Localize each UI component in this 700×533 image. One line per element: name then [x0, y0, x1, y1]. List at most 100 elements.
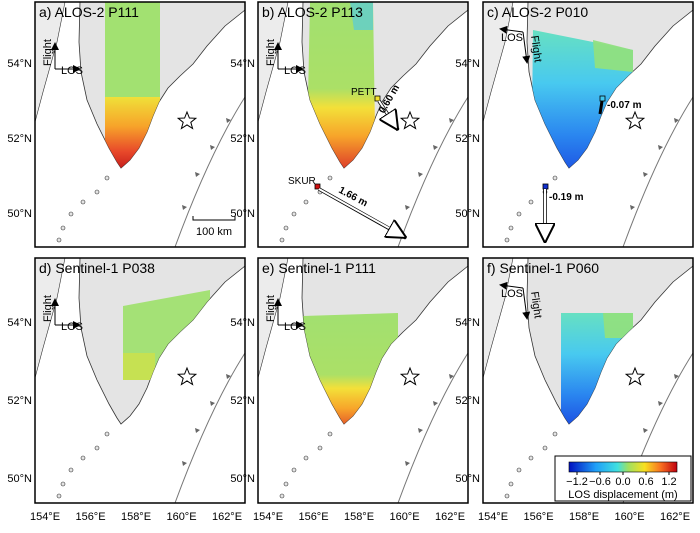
- lon-label: 162°E: [435, 511, 465, 523]
- panel-frame: [257, 257, 469, 504]
- epicenter-star: [399, 366, 421, 386]
- trench-tooth: [433, 145, 438, 150]
- island: [508, 225, 514, 231]
- trench-tooth: [630, 205, 635, 210]
- trench-tooth: [674, 374, 679, 379]
- colorbar-tick-label: −0.6: [589, 476, 611, 488]
- trench-tooth: [210, 145, 215, 150]
- trench-tooth: [433, 401, 438, 406]
- geometry-indicator: Flight LOS: [265, 295, 306, 333]
- los-label: LOS: [284, 65, 306, 77]
- island: [68, 467, 74, 473]
- lat-label: 52°N: [230, 395, 255, 407]
- colorbar-tick-label: −1.2: [566, 476, 588, 488]
- lat-label: 50°N: [230, 473, 255, 485]
- trench-tooth: [405, 461, 410, 466]
- island: [283, 481, 289, 487]
- lat-label: 50°N: [230, 208, 255, 220]
- trench-tooth: [210, 401, 215, 406]
- trench-tooth: [449, 374, 454, 379]
- lat-label: 50°N: [7, 208, 32, 220]
- swath-fill: [105, 2, 160, 97]
- lat-label: 52°N: [230, 133, 255, 145]
- panel-frame: [257, 1, 469, 248]
- trench-tooth: [658, 145, 663, 150]
- lon-label: 160°E: [166, 511, 196, 523]
- station-label: PETT: [351, 87, 377, 98]
- island: [279, 493, 285, 499]
- island: [303, 199, 309, 205]
- island: [56, 493, 62, 499]
- panel-title: d) Sentinel-1 P038: [39, 260, 155, 276]
- map-content: [35, 2, 245, 247]
- lon-label: 160°E: [614, 511, 644, 523]
- lon-label: 156°E: [523, 511, 553, 523]
- island: [80, 199, 86, 205]
- lat-label: 50°N: [455, 208, 480, 220]
- los-arrow: [499, 25, 524, 34]
- island: [516, 211, 522, 217]
- island: [80, 455, 86, 461]
- los-arrow: [499, 281, 524, 290]
- trench-tooth: [182, 205, 187, 210]
- map-panel: c) ALOS-2 P010 LOS Flight -0.07 m -0.19 m: [482, 1, 694, 248]
- colorbar-label: LOS displacement (m): [568, 489, 677, 501]
- island: [542, 445, 548, 451]
- island: [279, 237, 285, 243]
- lat-label: 54°N: [7, 317, 32, 329]
- panel-frame: [34, 1, 246, 248]
- geometry-indicator: Flight LOS: [42, 39, 83, 77]
- lon-label: 162°E: [212, 511, 242, 523]
- panel-title: e) Sentinel-1 P111: [262, 260, 376, 276]
- lat-label: 54°N: [7, 58, 32, 70]
- island: [552, 431, 558, 437]
- gnss-arrow: [378, 100, 396, 127]
- island: [283, 225, 289, 231]
- lat-label: 54°N: [230, 58, 255, 70]
- island: [516, 467, 522, 473]
- flight-label: Flight: [528, 291, 544, 319]
- epicenter-star: [399, 110, 421, 130]
- displacement-label: -0.07 m: [607, 100, 642, 111]
- island: [60, 225, 66, 231]
- flight-label: Flight: [42, 39, 54, 66]
- island: [508, 481, 514, 487]
- swath-fill: [593, 40, 633, 72]
- lat-label: 54°N: [230, 317, 255, 329]
- trench: [397, 352, 468, 503]
- map-panel: f) Sentinel-1 P060 LOS Flight −1.2 −0.6 0.0 0.…: [482, 257, 694, 504]
- island: [327, 431, 333, 437]
- island: [528, 199, 534, 205]
- lat-label: 52°N: [455, 395, 480, 407]
- trench-tooth: [405, 205, 410, 210]
- geometry-indicator: Flight LOS: [42, 295, 83, 333]
- mainland: [258, 258, 289, 379]
- lon-label: 154°E: [478, 511, 508, 523]
- los-label: LOS: [284, 321, 306, 333]
- lon-label: 156°E: [298, 511, 328, 523]
- lon-label: 158°E: [344, 511, 374, 523]
- island: [504, 237, 510, 243]
- trench-tooth: [643, 172, 648, 177]
- panel-title: f) Sentinel-1 P060: [487, 260, 599, 276]
- trench-tooth: [449, 118, 454, 123]
- trench-tooth: [674, 118, 679, 123]
- lon-label: 158°E: [569, 511, 599, 523]
- lon-label: 162°E: [660, 511, 690, 523]
- trench-tooth: [418, 428, 423, 433]
- colorbar-tick-label: 0.0: [615, 476, 630, 488]
- colorbar-tick-label: 1.2: [661, 476, 676, 488]
- island: [94, 189, 100, 195]
- station-marker: [374, 95, 381, 102]
- lon-label: 154°E: [30, 511, 60, 523]
- island: [317, 445, 323, 451]
- panel-title: b) ALOS-2 P113: [262, 4, 363, 20]
- island: [552, 175, 558, 181]
- lat-label: 50°N: [455, 473, 480, 485]
- island: [94, 445, 100, 451]
- island: [291, 211, 297, 217]
- gnss-arrow: [318, 188, 403, 236]
- trench-tooth: [226, 374, 231, 379]
